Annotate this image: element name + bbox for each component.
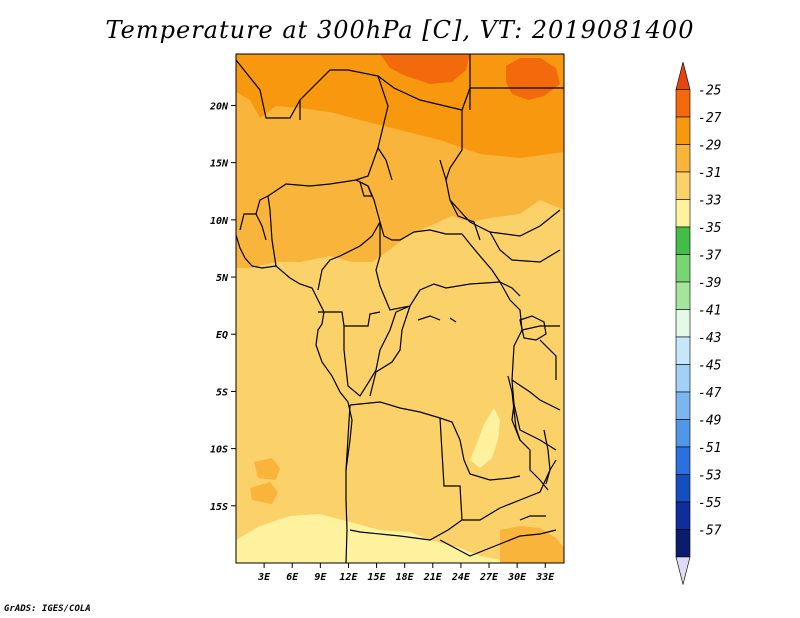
x-tick-label: 24E (451, 572, 471, 583)
y-tick-label: 10S (210, 445, 228, 456)
border-libya-egypt (469, 54, 564, 110)
colorbar-label: -41 (698, 304, 721, 319)
y-tick-label: 15S (210, 502, 228, 513)
colorbar-box (675, 171, 691, 200)
colorbar-box (675, 446, 691, 475)
colorbar-label: -25 (698, 84, 722, 99)
lake-chad (359, 180, 373, 197)
border-gabon-congo (318, 311, 397, 397)
x-tick-label: 12E (339, 572, 358, 583)
field-peak-north (380, 54, 470, 84)
y-tick-label: 20N (209, 101, 229, 112)
colorbar-label: -55 (698, 496, 722, 511)
chart-title: Temperature at 300hPa [C], VT: 201908140… (105, 16, 695, 44)
grads-credit: GrADS: IGES/COLA (4, 604, 91, 614)
colorbar-box (675, 116, 691, 145)
colorbar-label: -29 (698, 139, 721, 154)
field-patch-west-south (250, 458, 280, 504)
coastline-west (236, 234, 353, 563)
colorbar-label: -47 (698, 386, 722, 401)
x-tick-label: 6E (286, 572, 299, 583)
x-tick-label: 3E (257, 572, 271, 583)
colorbar-box (675, 364, 691, 393)
border-angola (345, 404, 463, 541)
colorbar-label: -49 (698, 414, 721, 429)
colorbar-box (675, 474, 691, 503)
x-tick-label: 33E (535, 572, 555, 583)
colorbar-box (675, 501, 691, 530)
colorbar-label: -31 (698, 166, 721, 181)
colorbar-label: -27 (698, 111, 722, 126)
x-tick-label: 15E (368, 572, 387, 583)
colorbar-bottom-arrow (675, 556, 691, 585)
x-axis-ticks: 3E 6E 9E 12E 15E 18E 21E 24E 27E 30E 33E (257, 563, 555, 583)
x-tick-label: 27E (479, 572, 499, 583)
border-mali (236, 59, 389, 181)
colorbar-label: -35 (698, 221, 722, 236)
colorbar-top-arrow (675, 61, 691, 90)
border-east (511, 325, 561, 451)
field-peak-northeast (506, 58, 560, 100)
y-tick-label: EQ (216, 330, 228, 341)
country-borders (236, 54, 564, 563)
colorbar-label: -45 (698, 359, 722, 374)
colorbar-label: -57 (698, 524, 722, 539)
lake-tanganyika (507, 375, 521, 441)
colorbar: -25 -27 -29 -31 -33 -35 -37 -39 -41 -43 -45 -47 -49 -… (675, 61, 722, 585)
border-niger-chad (377, 75, 481, 241)
border-cameroon (379, 221, 521, 297)
field-patch-southeast (500, 526, 564, 563)
map-frame (235, 53, 565, 564)
field-band-27-29 (236, 54, 564, 158)
border-ethiopia (489, 231, 561, 263)
colorbar-label: -37 (698, 249, 722, 264)
x-tick-label: 9E (314, 572, 327, 583)
x-tick-label: 18E (396, 572, 415, 583)
lake-congo-marks (417, 315, 546, 521)
colorbar-label: -43 (698, 331, 721, 346)
colorbar-box (675, 419, 691, 448)
y-axis-ticks: 20N 15N 10N 5N EQ 5S 10S 15S (209, 101, 236, 513)
colorbar-label: -51 (698, 441, 721, 456)
colorbar-box (675, 529, 691, 558)
colorbar-label: -39 (698, 276, 721, 291)
y-tick-label: 5N (216, 273, 229, 284)
colorbar-box (675, 309, 691, 338)
lake-malawi (543, 429, 551, 485)
y-tick-label: 5S (216, 387, 228, 398)
x-tick-label: 21E (423, 572, 443, 583)
colorbar-label: -33 (698, 194, 721, 209)
lake-victoria (519, 315, 547, 341)
colorbar-box (675, 254, 691, 283)
x-tick-label: 30E (507, 572, 527, 583)
colorbar-box (675, 89, 691, 118)
colorbar-box (675, 144, 691, 173)
y-tick-label: 10N (210, 216, 229, 227)
colorbar-label: -53 (698, 469, 721, 484)
border-north-sahel (299, 100, 447, 181)
border-sudan (449, 87, 561, 237)
colorbar-box (675, 336, 691, 365)
colorbar-box (675, 226, 691, 255)
border-west-small (239, 195, 269, 241)
colorbar-box (675, 281, 691, 310)
colorbar-box (675, 391, 691, 420)
field-band-33-35-center (470, 408, 500, 468)
colorbar-box (675, 199, 691, 228)
field-band-33-35-south (236, 514, 520, 563)
y-tick-label: 15N (210, 159, 229, 170)
